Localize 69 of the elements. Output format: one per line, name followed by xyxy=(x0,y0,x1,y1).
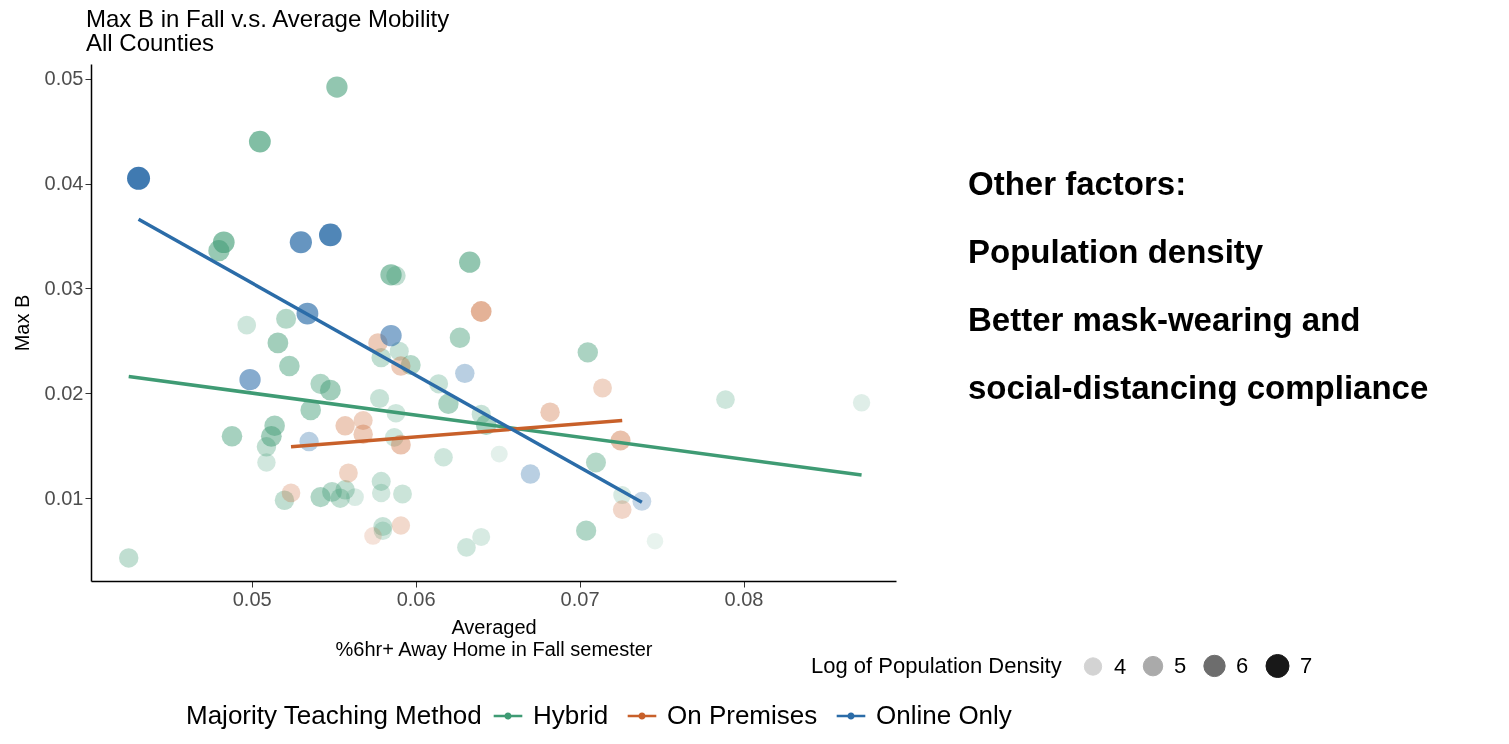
legend-label: 6 xyxy=(1236,652,1249,678)
x-tick-label: 0.08 xyxy=(724,587,764,610)
text: Other factors: xyxy=(968,164,1188,204)
point xyxy=(335,416,355,436)
point xyxy=(852,394,871,412)
point xyxy=(346,488,364,506)
point xyxy=(434,447,453,467)
x-tick-label: 0.06 xyxy=(396,587,436,610)
point xyxy=(338,463,358,483)
point xyxy=(364,527,382,545)
chart-subtitle: All Counties xyxy=(86,29,215,56)
point xyxy=(716,390,735,409)
point xyxy=(221,426,243,447)
point xyxy=(281,483,301,503)
point xyxy=(472,527,491,546)
legend-title: Majority Teaching Method xyxy=(186,700,482,730)
point xyxy=(239,369,261,391)
point xyxy=(577,342,598,363)
point xyxy=(490,445,508,463)
x-tick-label: 0.05 xyxy=(232,587,272,610)
legend-label: 7 xyxy=(1300,652,1313,678)
legend-label: 4 xyxy=(1114,653,1127,679)
point xyxy=(319,223,342,247)
point xyxy=(449,327,471,348)
point xyxy=(326,76,348,98)
y-tick-label: 0.04 xyxy=(44,172,84,195)
point xyxy=(257,453,276,472)
y-tick-label: 0.05 xyxy=(44,67,84,90)
point xyxy=(370,389,390,409)
point xyxy=(540,402,560,422)
point xyxy=(267,332,289,354)
legend-label: Online Only xyxy=(876,700,1012,730)
point xyxy=(520,464,541,484)
legend-label: Hybrid xyxy=(533,700,609,730)
chart-title: Max B in Fall v.s. Average Mobility xyxy=(86,5,450,32)
y-tick-label: 0.01 xyxy=(44,486,84,509)
point xyxy=(319,379,341,401)
point xyxy=(391,516,411,535)
legend-label: 5 xyxy=(1174,653,1187,679)
text: Better mask-wearing and xyxy=(968,300,1362,340)
point xyxy=(470,301,492,322)
point xyxy=(289,231,312,254)
point xyxy=(455,363,475,384)
text: Log of Population Density xyxy=(811,653,1062,678)
point xyxy=(118,548,139,568)
point xyxy=(279,355,300,377)
point xyxy=(208,240,230,262)
text: Population density xyxy=(968,232,1265,272)
y-tick-label: 0.02 xyxy=(44,381,84,404)
point xyxy=(127,166,151,190)
point xyxy=(393,484,412,504)
point xyxy=(576,520,597,541)
point xyxy=(585,452,606,473)
y-axis-title: Max B xyxy=(10,294,33,352)
point xyxy=(386,266,406,286)
legend-label: On Premises xyxy=(667,700,818,730)
x-axis-title: Averaged %6hr+ Away Home in Fall semester xyxy=(335,615,653,660)
point xyxy=(371,483,391,503)
point xyxy=(612,500,632,519)
point xyxy=(457,538,476,557)
point xyxy=(237,315,257,335)
point xyxy=(276,308,297,329)
point xyxy=(593,378,612,398)
y-tick-label: 0.03 xyxy=(44,276,84,299)
point xyxy=(256,437,277,457)
x-tick-label: 0.07 xyxy=(560,587,600,610)
point xyxy=(380,324,402,347)
text: social-distancing compliance xyxy=(968,368,1429,408)
point xyxy=(459,251,481,273)
